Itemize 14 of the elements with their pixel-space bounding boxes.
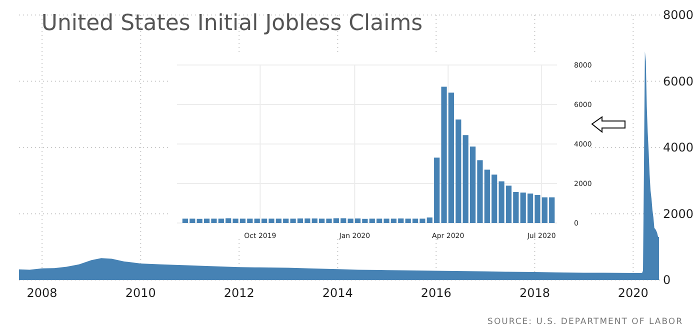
- y-tick-label: 0: [663, 273, 671, 288]
- x-tick-label: 2012: [224, 286, 254, 300]
- x-tick-label: 2008: [26, 286, 58, 300]
- x-tick-label: 2018: [519, 286, 550, 300]
- y-tick-label: 6000: [663, 74, 694, 88]
- y-tick-label: 8000: [663, 8, 694, 22]
- chart-title: United States Initial Jobless Claims: [41, 11, 423, 36]
- x-tick-label: 2020: [618, 286, 648, 300]
- x-tick-label: 2016: [420, 286, 452, 300]
- y-tick-label: 4000: [663, 140, 694, 155]
- x-tick-label: 2014: [322, 286, 353, 300]
- source-note: SOURCE: U.S. DEPARTMENT OF LABOR: [488, 317, 683, 327]
- x-tick-label: 2010: [125, 286, 156, 300]
- y-tick-label: 2000: [663, 206, 694, 221]
